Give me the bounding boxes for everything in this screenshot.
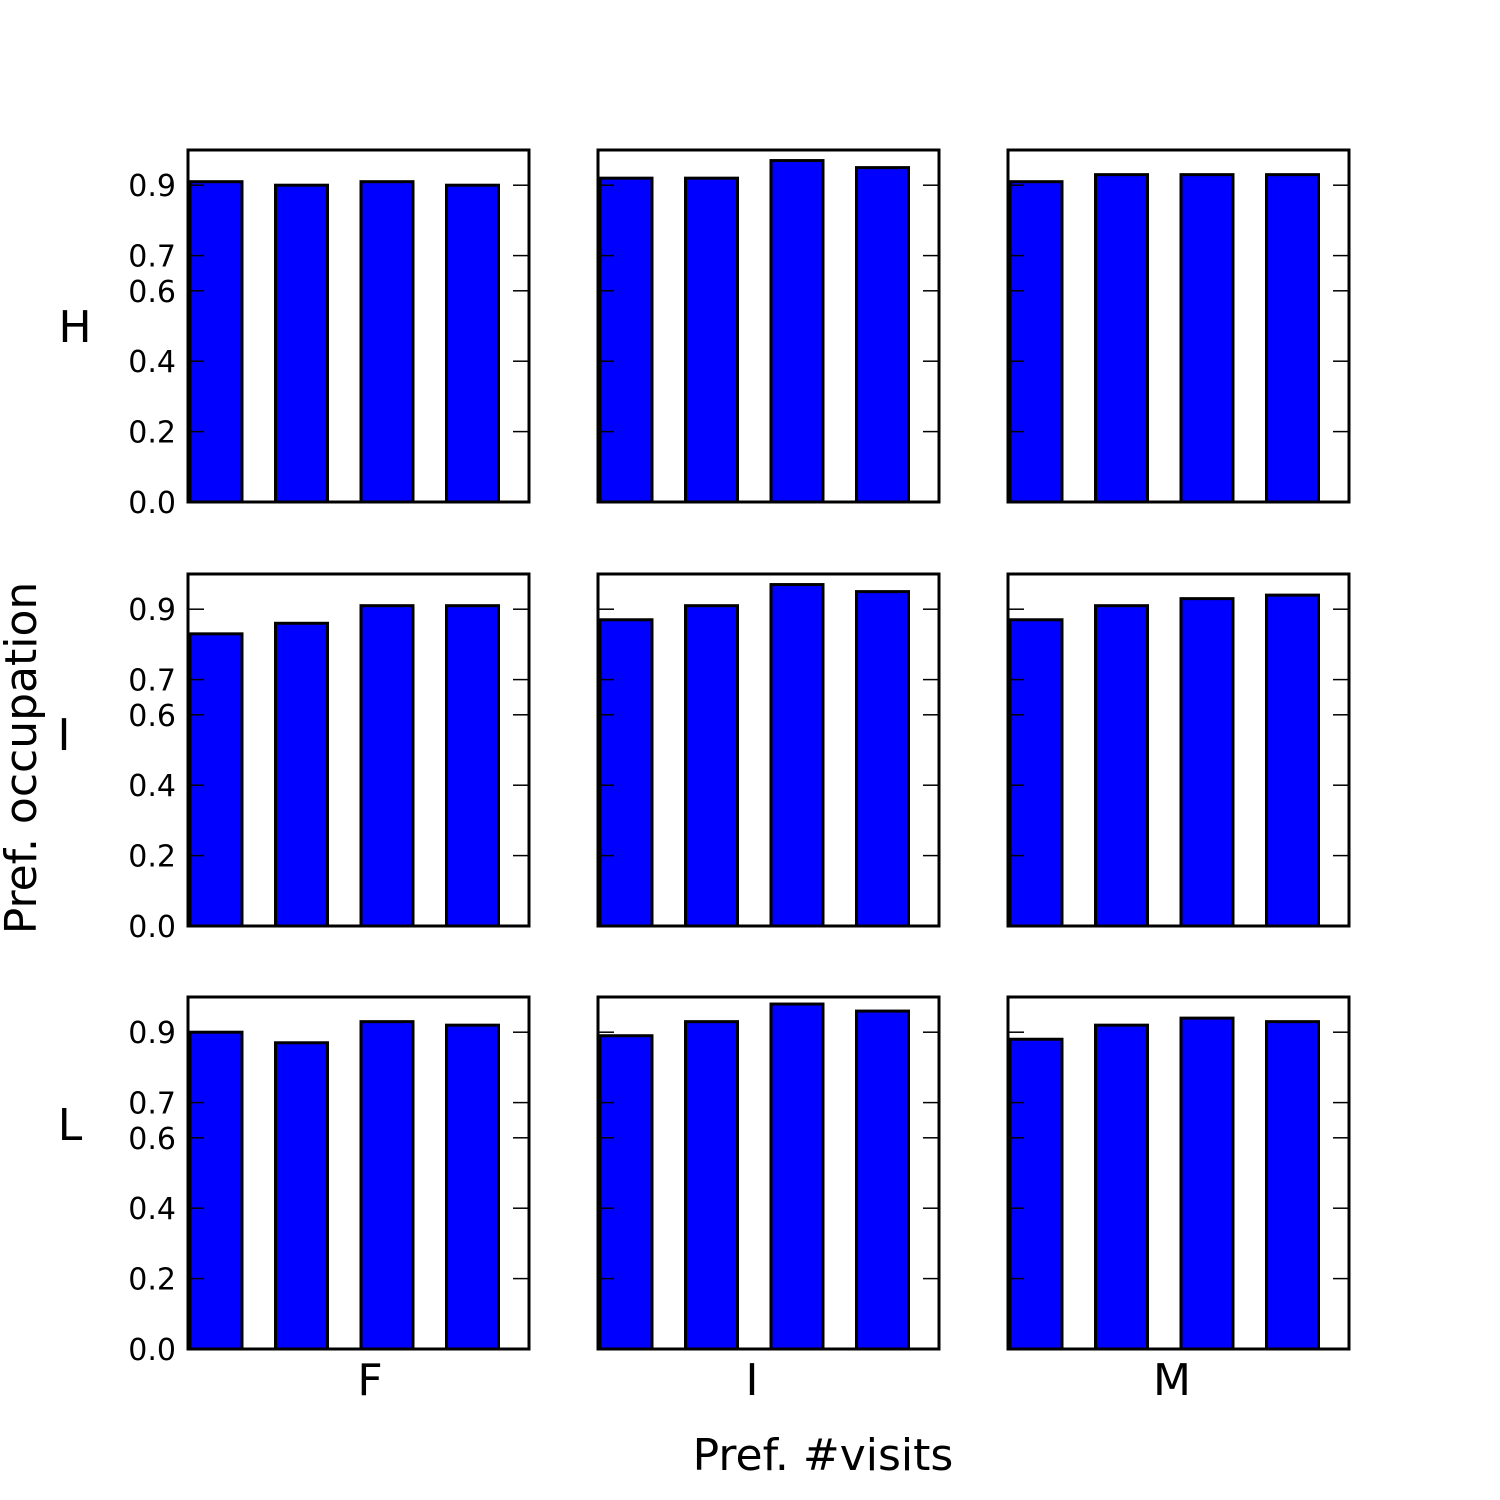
bar bbox=[359, 1020, 415, 1351]
y-tick-label: 0.6 bbox=[128, 1122, 176, 1157]
y-tick-label: 0.0 bbox=[128, 1333, 176, 1368]
axes-frame bbox=[596, 572, 941, 928]
bar bbox=[598, 1034, 654, 1351]
y-tick-label: 0.6 bbox=[128, 275, 176, 310]
y-tick-label: 0.4 bbox=[128, 345, 176, 380]
axes-frame bbox=[1006, 572, 1351, 928]
bar bbox=[1094, 1023, 1149, 1351]
row-label-L: L bbox=[58, 1100, 83, 1151]
y-tick-label: 0.7 bbox=[128, 240, 176, 275]
col-label-F: F bbox=[357, 1355, 382, 1406]
axes-frame bbox=[1006, 995, 1351, 1351]
bar bbox=[769, 583, 825, 928]
y-tick-label: 0.4 bbox=[128, 769, 176, 804]
bar bbox=[1008, 618, 1064, 928]
y-tick-label: 0.2 bbox=[128, 840, 176, 875]
axes-frame bbox=[1006, 148, 1351, 504]
bar bbox=[684, 176, 739, 504]
bar bbox=[359, 604, 415, 928]
bar bbox=[445, 183, 500, 504]
col-label-I: I bbox=[746, 1355, 759, 1406]
y-tick-label: 0.0 bbox=[128, 486, 176, 521]
panel-L-I bbox=[596, 995, 941, 1351]
bar bbox=[188, 632, 244, 928]
bar bbox=[1094, 604, 1149, 928]
bar bbox=[445, 1023, 500, 1351]
bar bbox=[684, 1020, 739, 1351]
x-axis-title: Pref. #visits bbox=[693, 1430, 954, 1481]
bar bbox=[359, 180, 415, 504]
panel-I-I bbox=[596, 572, 941, 928]
y-tick-label: 0.9 bbox=[128, 169, 176, 204]
y-tick-label: 0.4 bbox=[128, 1192, 176, 1227]
panel-L-F: 0.0 0.2 0.4 0.60.7 0.9 bbox=[128, 995, 531, 1368]
bar bbox=[188, 1030, 244, 1351]
bar bbox=[855, 590, 910, 928]
bar bbox=[1179, 1016, 1235, 1351]
panels-group: 0.00.20.40.60.70.90.00.20.40.60.70.90.00… bbox=[128, 148, 1351, 1368]
y-axis-title: Pref. occupation bbox=[0, 582, 47, 935]
panel-L-M bbox=[1006, 995, 1351, 1351]
panel-H-I bbox=[596, 148, 941, 504]
bar bbox=[1265, 173, 1320, 504]
axes-frame bbox=[186, 572, 531, 928]
col-label-M: M bbox=[1153, 1355, 1191, 1406]
panel-H-F: 0.0 0.2 0.4 0.60.7 0.9 bbox=[128, 148, 531, 521]
panel-I-F: 0.0 0.2 0.4 0.60.7 0.9 bbox=[128, 572, 531, 945]
bar bbox=[769, 159, 825, 504]
bar bbox=[769, 1002, 825, 1351]
bar bbox=[445, 604, 500, 928]
bar bbox=[1265, 593, 1320, 928]
bar bbox=[855, 166, 910, 504]
y-tick-label: 0.9 bbox=[128, 593, 176, 628]
row-label-I: I bbox=[58, 710, 71, 761]
panel-H-M bbox=[1006, 148, 1351, 504]
row-label-H: H bbox=[58, 302, 91, 353]
bar bbox=[684, 604, 739, 928]
bar bbox=[1265, 1020, 1320, 1351]
bar bbox=[1008, 1037, 1064, 1351]
bar bbox=[1179, 173, 1235, 504]
bar bbox=[1094, 173, 1149, 504]
y-tick-label: 0.6 bbox=[128, 699, 176, 734]
bar bbox=[1179, 597, 1235, 928]
axes-frame bbox=[596, 995, 941, 1351]
y-tick-label: 0.7 bbox=[128, 664, 176, 699]
bar bbox=[274, 183, 329, 504]
y-tick-label: 0.0 bbox=[128, 910, 176, 945]
axes-frame bbox=[186, 148, 531, 504]
bar bbox=[855, 1009, 910, 1351]
y-tick-label: 0.2 bbox=[128, 416, 176, 451]
y-tick-label: 0.2 bbox=[128, 1263, 176, 1298]
axes-frame bbox=[596, 148, 941, 504]
y-tick-label: 0.9 bbox=[128, 1016, 176, 1051]
bar bbox=[1008, 180, 1064, 504]
panel-I-M bbox=[1006, 572, 1351, 928]
bar bbox=[598, 176, 654, 504]
bar bbox=[598, 618, 654, 928]
bar bbox=[274, 1041, 329, 1351]
axes-frame bbox=[186, 995, 531, 1351]
bar bbox=[274, 621, 329, 928]
y-tick-label: 0.7 bbox=[128, 1087, 176, 1122]
labels-group: H I L F I M Pref. #visits Pref. occupati… bbox=[0, 302, 1191, 1481]
bar bbox=[188, 180, 244, 504]
